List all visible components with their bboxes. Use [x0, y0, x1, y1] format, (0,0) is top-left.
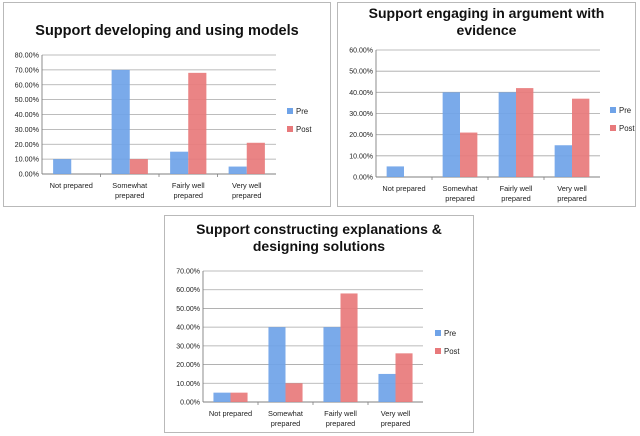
y-tick-label: 10.00% [15, 155, 40, 164]
bar-pre [111, 69, 130, 174]
chart-plot: 0.00% 10.00% 20.00% 30.00% 40.00% 50.00% 60.00… [349, 48, 635, 204]
bar-pre [386, 166, 404, 177]
x-category-label: Somewhat [112, 181, 147, 190]
legend-swatch-pre [287, 108, 293, 114]
x-category-label: Very well [232, 181, 262, 190]
y-tick-label: 30.00% [15, 125, 40, 134]
legend-swatch-pre [435, 330, 441, 336]
x-category-label: prepared [232, 191, 262, 200]
legend-swatch-post [287, 126, 293, 132]
y-tick-label: 60.00% [176, 287, 200, 294]
x-category-label: Not prepared [50, 181, 93, 190]
legend-label-post: Post [444, 347, 460, 356]
chart-title: Support developing and using models [35, 23, 299, 39]
bar-post [460, 132, 478, 177]
y-tick-label: 40.00% [349, 90, 373, 97]
bar-pre [228, 166, 247, 174]
y-tick-label: 80.00% [15, 51, 40, 60]
y-tick-label: 60.00% [349, 48, 373, 55]
chart-plot: 0.00% 10.00% 20.00% 30.00% 40.00% 50.00% 60.00… [176, 269, 460, 429]
y-tick-label: 50.00% [15, 95, 40, 104]
x-category-label: prepared [326, 419, 356, 428]
x-category-label: prepared [501, 194, 531, 203]
y-tick-label: 20.00% [176, 362, 200, 369]
x-category-label: prepared [271, 419, 301, 428]
bar-post [129, 159, 148, 174]
x-category-label: prepared [557, 194, 587, 203]
y-tick-label: 20.00% [349, 132, 373, 139]
chart-title: Support engaging in argument with eviden… [368, 5, 605, 38]
bar-post [395, 353, 413, 402]
x-category-label: Very well [557, 184, 587, 193]
legend-swatch-post [435, 348, 441, 354]
legend-swatch-pre [610, 107, 616, 113]
x-category-label: prepared [115, 191, 145, 200]
y-tick-label: 0.00% [19, 170, 40, 179]
x-category-label: Fairly well [500, 184, 533, 193]
y-tick-label: 0.00% [353, 175, 373, 182]
legend-label-post: Post [619, 124, 635, 133]
y-tick-label: 0.00% [180, 400, 200, 407]
chart-title: Support constructing explanations & desi… [196, 221, 442, 254]
bar-pre [268, 327, 286, 402]
y-tick-label: 50.00% [349, 69, 373, 76]
y-tick-label: 70.00% [176, 269, 200, 276]
legend-label-pre: Pre [444, 329, 456, 338]
x-category-label: Fairly well [172, 181, 205, 190]
x-category-label: Not prepared [382, 184, 425, 193]
bar-pre [498, 92, 516, 177]
bar-post [572, 98, 590, 177]
x-category-label: Fairly well [324, 409, 357, 418]
bar-post [285, 383, 303, 402]
y-tick-label: 40.00% [176, 325, 200, 332]
bar-pre [442, 92, 460, 177]
bar-pre [378, 373, 396, 402]
legend-swatch-post [610, 125, 616, 131]
bar-pre [170, 151, 189, 174]
x-category-label: prepared [173, 191, 203, 200]
x-category-label: Somewhat [268, 409, 303, 418]
y-tick-label: 10.00% [349, 153, 373, 160]
y-tick-label: 20.00% [15, 140, 40, 149]
y-tick-label: 30.00% [349, 111, 373, 118]
bar-pre [53, 159, 72, 174]
chart-panel-argument: Support engaging in argument with eviden… [337, 2, 636, 207]
bar-pre [554, 145, 572, 177]
chart-plot: 0.00% 10.00% 20.00% 30.00% 40.00% 50.00% 60.00… [15, 51, 313, 201]
chart-panel-explanations: Support constructing explanations & desi… [164, 215, 474, 433]
y-tick-label: 60.00% [15, 80, 40, 89]
bar-pre [213, 392, 231, 402]
chart-panel-models: Support developing and using models 0.00… [3, 2, 331, 207]
y-tick-label: 30.00% [176, 343, 200, 350]
y-tick-label: 70.00% [15, 65, 40, 74]
bar-post [230, 392, 248, 402]
legend-label-pre: Pre [296, 107, 308, 116]
x-category-label: prepared [445, 194, 475, 203]
legend-label-post: Post [296, 125, 312, 134]
y-tick-label: 40.00% [15, 110, 40, 119]
y-tick-label: 10.00% [176, 381, 200, 388]
bar-pre [323, 327, 341, 402]
bar-post [246, 142, 265, 174]
x-category-label: Very well [381, 409, 411, 418]
x-category-label: prepared [381, 419, 411, 428]
legend-label-pre: Pre [619, 106, 631, 115]
bar-post [188, 72, 207, 174]
bar-post [340, 293, 358, 402]
bar-post [516, 88, 534, 177]
x-category-label: Not prepared [209, 409, 252, 418]
y-tick-label: 50.00% [176, 306, 200, 313]
x-category-label: Somewhat [443, 184, 478, 193]
